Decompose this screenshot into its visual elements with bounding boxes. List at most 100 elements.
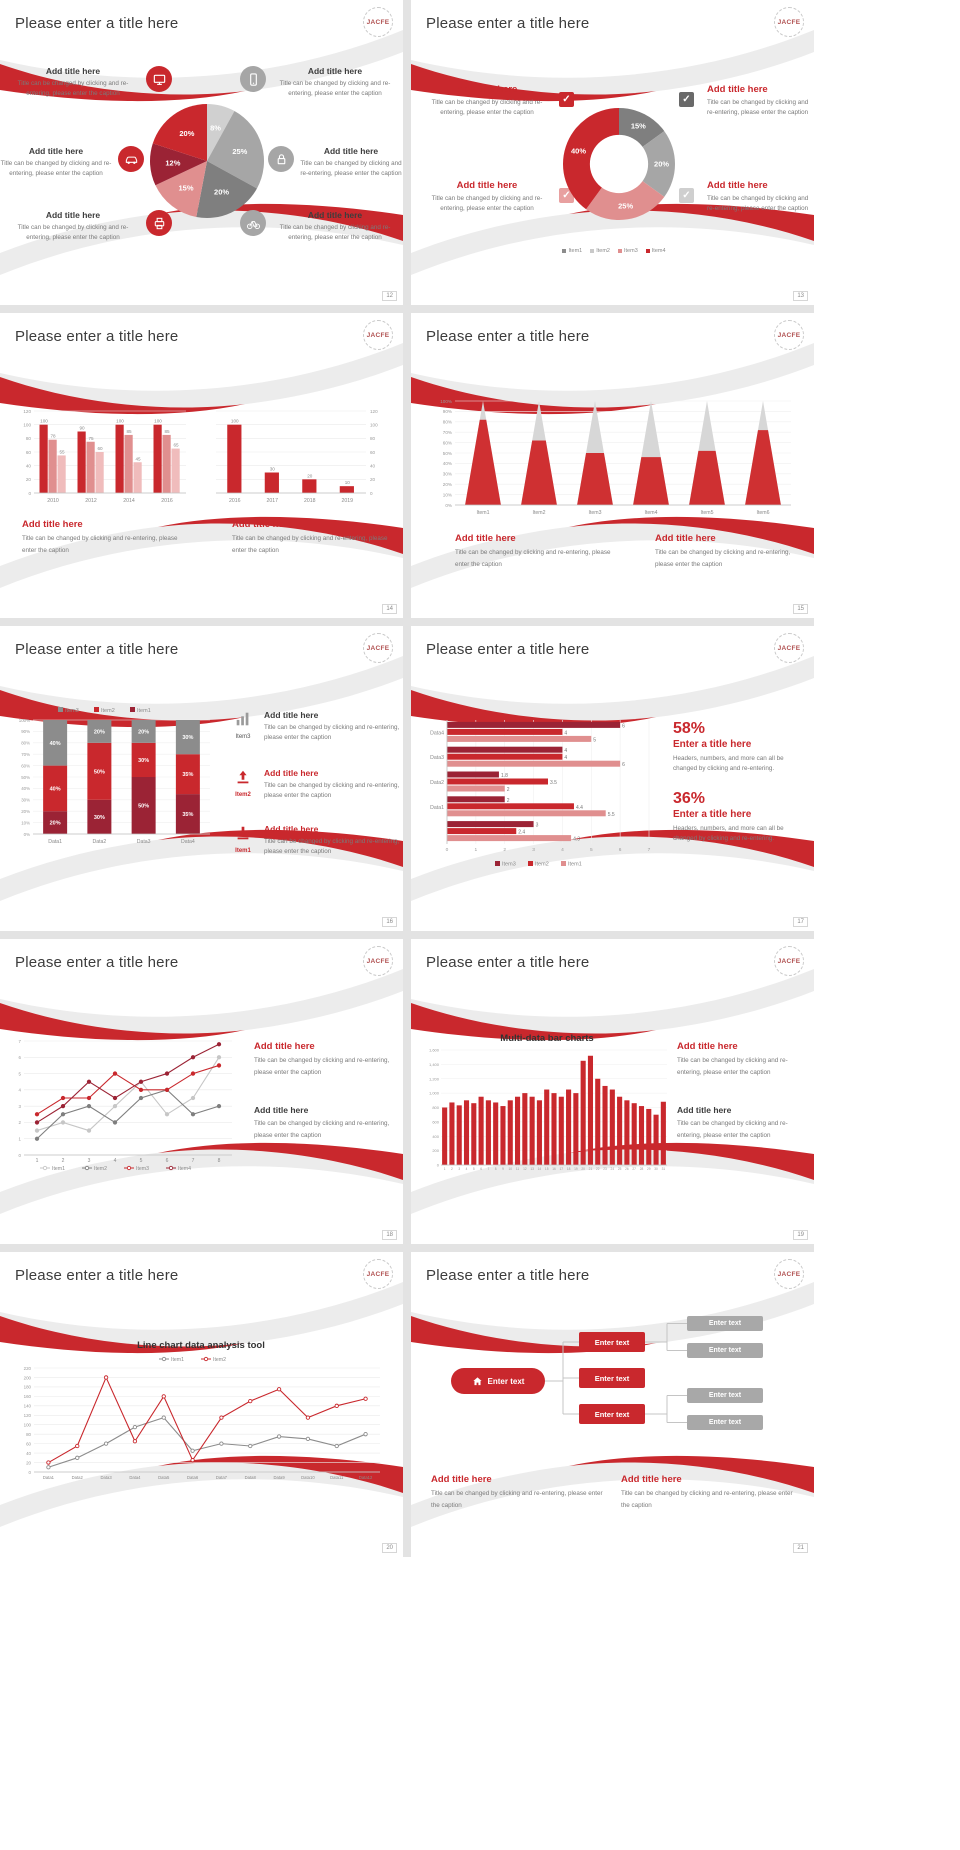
svg-text:60: 60	[26, 1441, 31, 1446]
block-title: Add title here	[707, 84, 768, 95]
svg-text:7: 7	[19, 1039, 22, 1044]
svg-text:75: 75	[88, 436, 94, 441]
block-title: Add title here	[677, 1105, 732, 1115]
svg-text:4.3: 4.3	[573, 837, 580, 843]
svg-text:55: 55	[59, 449, 65, 454]
slide-18[interactable]: Please enter a title here JACFE 0 1 2 3 4 5 6 7…	[0, 939, 403, 1244]
slide-decoration	[0, 30, 403, 275]
svg-text:6: 6	[166, 1158, 169, 1164]
svg-text:0: 0	[19, 1153, 22, 1158]
svg-text:15%: 15%	[631, 122, 646, 131]
stat-title: Enter a title here	[673, 738, 752, 750]
slide-16[interactable]: Please enter a title here JACFE Item3 Ite…	[0, 626, 403, 931]
block-title: Add title here	[431, 1474, 492, 1485]
svg-text:4: 4	[561, 847, 564, 853]
block-caption: Title can be changed by clicking and re-…	[431, 195, 543, 213]
block-title: Add title here	[455, 533, 516, 544]
text-block: Add title here Title can be changed by c…	[707, 84, 809, 119]
org-node-label: Enter text	[594, 1409, 630, 1419]
svg-text:Data3: Data3	[430, 755, 444, 761]
svg-text:0: 0	[29, 1470, 32, 1475]
svg-text:28: 28	[640, 1167, 644, 1171]
svg-text:7: 7	[487, 1167, 489, 1171]
text-block: Add title here Title can be changed by c…	[431, 1474, 603, 1512]
svg-text:120: 120	[23, 409, 31, 414]
org-leaf-node: Enter text	[687, 1388, 763, 1403]
svg-text:Data4: Data4	[129, 1475, 141, 1480]
svg-text:40: 40	[26, 1451, 31, 1456]
svg-text:40%: 40%	[50, 741, 61, 747]
text-block: Add title here Title can be changed by c…	[421, 180, 553, 215]
slide-15[interactable]: Please enter a title here JACFE 0% 10% 20%…	[411, 313, 814, 618]
slide-13[interactable]: Please enter a title here JACFE Add titl…	[411, 0, 814, 305]
chart-title: Line chart data analysis tool	[137, 1340, 265, 1351]
block-caption: Title can be changed by clicking and re-…	[707, 99, 809, 117]
svg-text:Data2: Data2	[92, 839, 106, 845]
page-number: 19	[793, 1230, 808, 1240]
slide-20[interactable]: Please enter a title here JACFE Line cha…	[0, 1252, 403, 1557]
logo-text: JACFE	[777, 644, 801, 652]
callout-mid-left: Add title here Title can be changed by c…	[0, 146, 144, 180]
block-title: Add title here	[456, 84, 518, 95]
svg-text:6: 6	[19, 1055, 22, 1060]
logo-text: JACFE	[366, 644, 390, 652]
svg-text:3: 3	[536, 823, 539, 829]
svg-text:30: 30	[270, 467, 276, 472]
svg-text:26: 26	[625, 1167, 629, 1171]
callout-caption: Title can be changed by clicking and re-…	[17, 224, 129, 242]
svg-text:140: 140	[24, 1404, 32, 1409]
page-number: 18	[382, 1230, 397, 1240]
page-title: Please enter a title here	[426, 641, 590, 658]
stat-block: 36% Enter a title here Headers, numbers,…	[673, 790, 807, 844]
svg-text:40%: 40%	[50, 786, 61, 792]
slide-12[interactable]: Please enter a title here JACFE Add titl…	[0, 0, 403, 305]
callout-caption: Title can be changed by clicking and re-…	[0, 160, 112, 178]
block-caption: Title can be changed by clicking and re-…	[22, 535, 178, 554]
svg-text:Item1: Item1	[171, 1357, 184, 1363]
svg-text:Item3: Item3	[65, 708, 79, 714]
org-leaf-node: Enter text	[687, 1343, 763, 1358]
page-number: 15	[793, 604, 808, 614]
svg-text:10: 10	[345, 480, 351, 485]
text-block: Add title here Title can be changed by c…	[655, 533, 805, 571]
slide-17[interactable]: Please enter a title here JACFE 0 1 2 3 4 5 6 7…	[411, 626, 814, 931]
legend-item: Item2	[590, 248, 610, 254]
org-node-label: Enter text	[594, 1337, 630, 1347]
svg-text:6: 6	[619, 847, 622, 853]
svg-text:23: 23	[603, 1167, 607, 1171]
logo-text: JACFE	[777, 957, 801, 965]
single-bar-chart: 0 20 40 60 80 100 120 2016 100 2017 30 2018 20 2019 10	[208, 401, 392, 505]
svg-text:0: 0	[370, 491, 373, 496]
row-tag: Item3	[235, 734, 251, 740]
slide-decoration	[411, 656, 814, 901]
feature-row: Item2 Add title here Title can be change…	[230, 768, 400, 802]
svg-text:100: 100	[231, 419, 239, 424]
svg-text:5: 5	[140, 1158, 143, 1164]
block-caption: Title can be changed by clicking and re-…	[254, 1057, 390, 1076]
svg-text:2: 2	[503, 847, 506, 853]
svg-text:Item4: Item4	[178, 1166, 191, 1172]
svg-text:Data4: Data4	[181, 839, 195, 845]
svg-text:Data4: Data4	[430, 730, 444, 736]
block-caption: Title can be changed by clicking and re-…	[431, 99, 543, 117]
svg-text:Item3: Item3	[589, 510, 602, 516]
text-block: Add title here Title can be changed by c…	[421, 84, 553, 119]
row-caption: Title can be changed by clicking and re-…	[264, 724, 400, 742]
svg-text:50%: 50%	[21, 775, 30, 780]
svg-text:5: 5	[593, 737, 596, 743]
logo-badge: JACFE	[774, 7, 804, 37]
svg-text:Item1: Item1	[477, 510, 490, 516]
svg-text:2: 2	[507, 787, 510, 793]
svg-text:Item3: Item3	[136, 1166, 149, 1172]
slide-21[interactable]: Please enter a title here JACFE Enter te…	[411, 1252, 814, 1557]
svg-text:85: 85	[126, 429, 132, 434]
slide-19[interactable]: Please enter a title here JACFE Multi-da…	[411, 939, 814, 1244]
block-title: Add title here	[22, 519, 83, 530]
org-mid-node: Enter text	[579, 1404, 645, 1424]
slide-14[interactable]: Please enter a title here JACFE 0 20 40 60 8…	[0, 313, 403, 618]
page-title: Please enter a title here	[15, 328, 179, 345]
svg-text:70%: 70%	[21, 752, 30, 757]
lock-icon	[268, 146, 294, 172]
svg-text:Data1: Data1	[48, 839, 62, 845]
svg-text:0%: 0%	[24, 832, 30, 837]
